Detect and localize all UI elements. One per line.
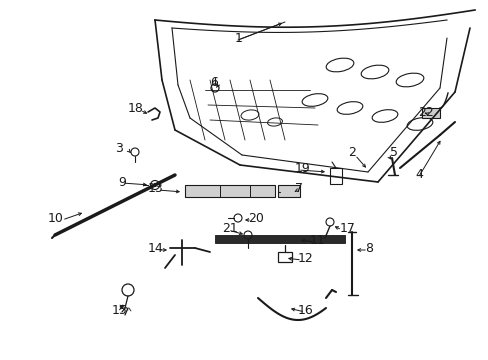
- FancyBboxPatch shape: [278, 185, 299, 197]
- Text: 22: 22: [417, 105, 433, 118]
- Text: 17: 17: [339, 221, 355, 234]
- Text: 14: 14: [148, 242, 163, 255]
- Bar: [421, 108, 439, 118]
- Text: 21: 21: [222, 221, 237, 234]
- Text: 3: 3: [115, 141, 122, 154]
- Bar: [329, 168, 341, 184]
- Text: 9: 9: [118, 175, 125, 189]
- Text: 4: 4: [414, 168, 422, 181]
- Bar: [278, 252, 291, 262]
- Bar: [215, 235, 345, 243]
- Circle shape: [153, 183, 157, 187]
- Text: 6: 6: [209, 76, 218, 89]
- Text: 12: 12: [297, 252, 313, 265]
- Text: 20: 20: [247, 211, 264, 225]
- Text: 10: 10: [48, 211, 64, 225]
- FancyBboxPatch shape: [184, 185, 274, 197]
- Text: 15: 15: [112, 303, 128, 316]
- Text: 18: 18: [128, 102, 143, 114]
- Text: 2: 2: [347, 145, 355, 158]
- Text: 8: 8: [364, 242, 372, 255]
- Text: 11: 11: [309, 234, 325, 247]
- Text: 1: 1: [235, 31, 243, 45]
- Text: 13: 13: [148, 181, 163, 194]
- Text: 7: 7: [294, 181, 303, 194]
- Text: 5: 5: [389, 145, 397, 158]
- Text: 19: 19: [294, 162, 310, 175]
- Text: 16: 16: [297, 303, 313, 316]
